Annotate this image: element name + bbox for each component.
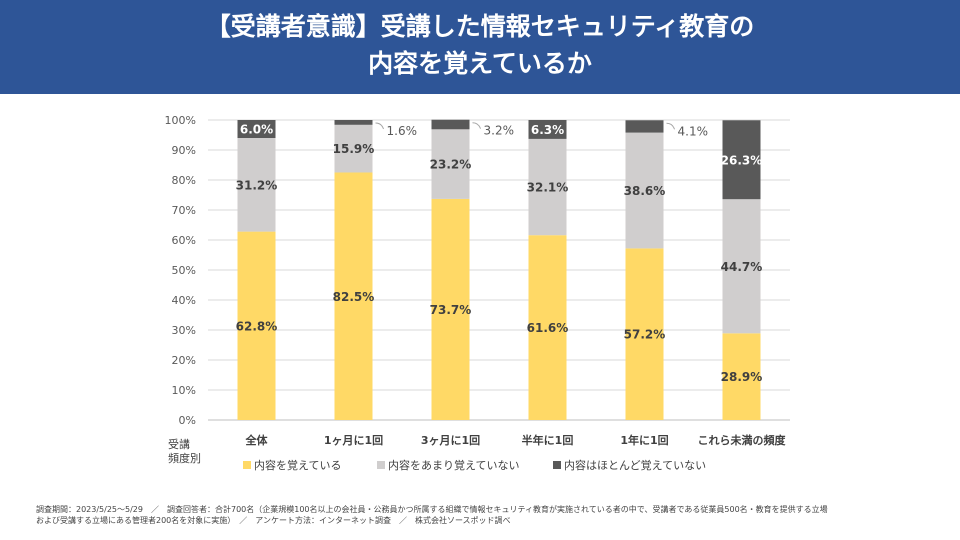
leader-line (666, 122, 675, 130)
data-label: 15.9% (333, 142, 375, 156)
footnote-line-2: および受講する立場にある管理者200名を対象に実施） ／ アンケート方法：インタ… (36, 516, 511, 525)
bar-segment (528, 138, 567, 236)
y-tick-label: 90% (172, 144, 196, 157)
bar-segment (334, 124, 373, 173)
page-title-line-1: 【受講者意識】受講した情報セキュリティ教育の (205, 12, 755, 41)
x-tick-label: 1年に1回 (620, 433, 668, 447)
bar-segment (237, 231, 276, 420)
bar-segment (528, 235, 567, 420)
data-label: 4.1% (678, 124, 709, 138)
data-label: 73.7% (430, 303, 472, 317)
data-label: 28.9% (721, 370, 763, 384)
bar-segment (625, 120, 664, 133)
data-label: 1.6% (387, 124, 418, 138)
data-label: 31.2% (236, 178, 278, 192)
bar-segment (431, 119, 470, 130)
y-tick-label: 10% (172, 384, 196, 397)
y-tick-label: 60% (172, 234, 196, 247)
leader-line (472, 122, 481, 129)
bar-segment (431, 129, 470, 199)
x-tick-label: 1ヶ月に1回 (324, 433, 383, 447)
bar-segment (528, 120, 567, 139)
y-tick-label: 100% (165, 114, 196, 127)
bar-segment (334, 120, 373, 125)
legend-swatch (377, 461, 385, 469)
x-axis-title: 受講 (168, 437, 190, 451)
legend-swatch (243, 461, 251, 469)
data-label: 26.3% (721, 153, 763, 167)
y-tick-label: 50% (172, 264, 196, 277)
footnote-line-1: 調査期間：2023/5/25〜5/29 ／ 調査回答者：合計700名（企業規模1… (36, 505, 828, 514)
data-label: 6.3% (531, 123, 564, 137)
x-tick-label: 3ヶ月に1回 (421, 433, 480, 447)
y-tick-label: 0% (179, 414, 196, 427)
bar-segment (722, 333, 761, 420)
y-tick-label: 20% (172, 354, 196, 367)
bar-segment (722, 199, 761, 334)
bar-segment (625, 248, 664, 420)
data-label: 61.6% (527, 321, 569, 335)
y-tick-label: 40% (172, 294, 196, 307)
bar-segment (431, 198, 470, 420)
stacked-bar-chart: 0% 10% 20% 30% 40% 50% 60% 70% 80% 90% 100% 62.8% 31… (165, 114, 790, 472)
data-label: 62.8% (236, 319, 278, 333)
x-tick-label: 半年に1回 (522, 433, 574, 447)
leader-line (375, 122, 384, 130)
x-axis-title: 頻度別 (168, 451, 201, 465)
data-label: 82.5% (333, 290, 375, 304)
page-title-line-2: 内容を覚えているか (368, 49, 592, 78)
bar-segment (237, 120, 276, 138)
legend-label: 内容を覚えている (254, 458, 341, 472)
data-label: 44.7% (721, 260, 763, 274)
y-tick-label: 80% (172, 174, 196, 187)
x-tick-label: 全体 (245, 433, 269, 447)
data-label: 38.6% (624, 184, 666, 198)
data-label: 3.2% (484, 124, 515, 138)
y-tick-label: 30% (172, 324, 196, 337)
title-banner: 【受講者意識】受講した情報セキュリティ教育の 内容を覚えているか (0, 0, 960, 94)
data-label: 57.2% (624, 328, 666, 342)
legend-label: 内容をあまり覚えていない (388, 458, 519, 472)
data-label: 23.2% (430, 158, 472, 172)
x-tick-label: これら未満の頻度 (698, 433, 787, 447)
bar-segment (237, 138, 276, 232)
legend-swatch (553, 461, 561, 469)
data-label: 32.1% (527, 181, 569, 195)
data-label: 6.0% (240, 123, 273, 137)
y-tick-label: 70% (172, 204, 196, 217)
bar-segment (625, 132, 664, 249)
legend-label: 内容はほとんど覚えていない (564, 458, 706, 472)
bar-segment (334, 172, 373, 420)
bar-segment (722, 120, 761, 200)
